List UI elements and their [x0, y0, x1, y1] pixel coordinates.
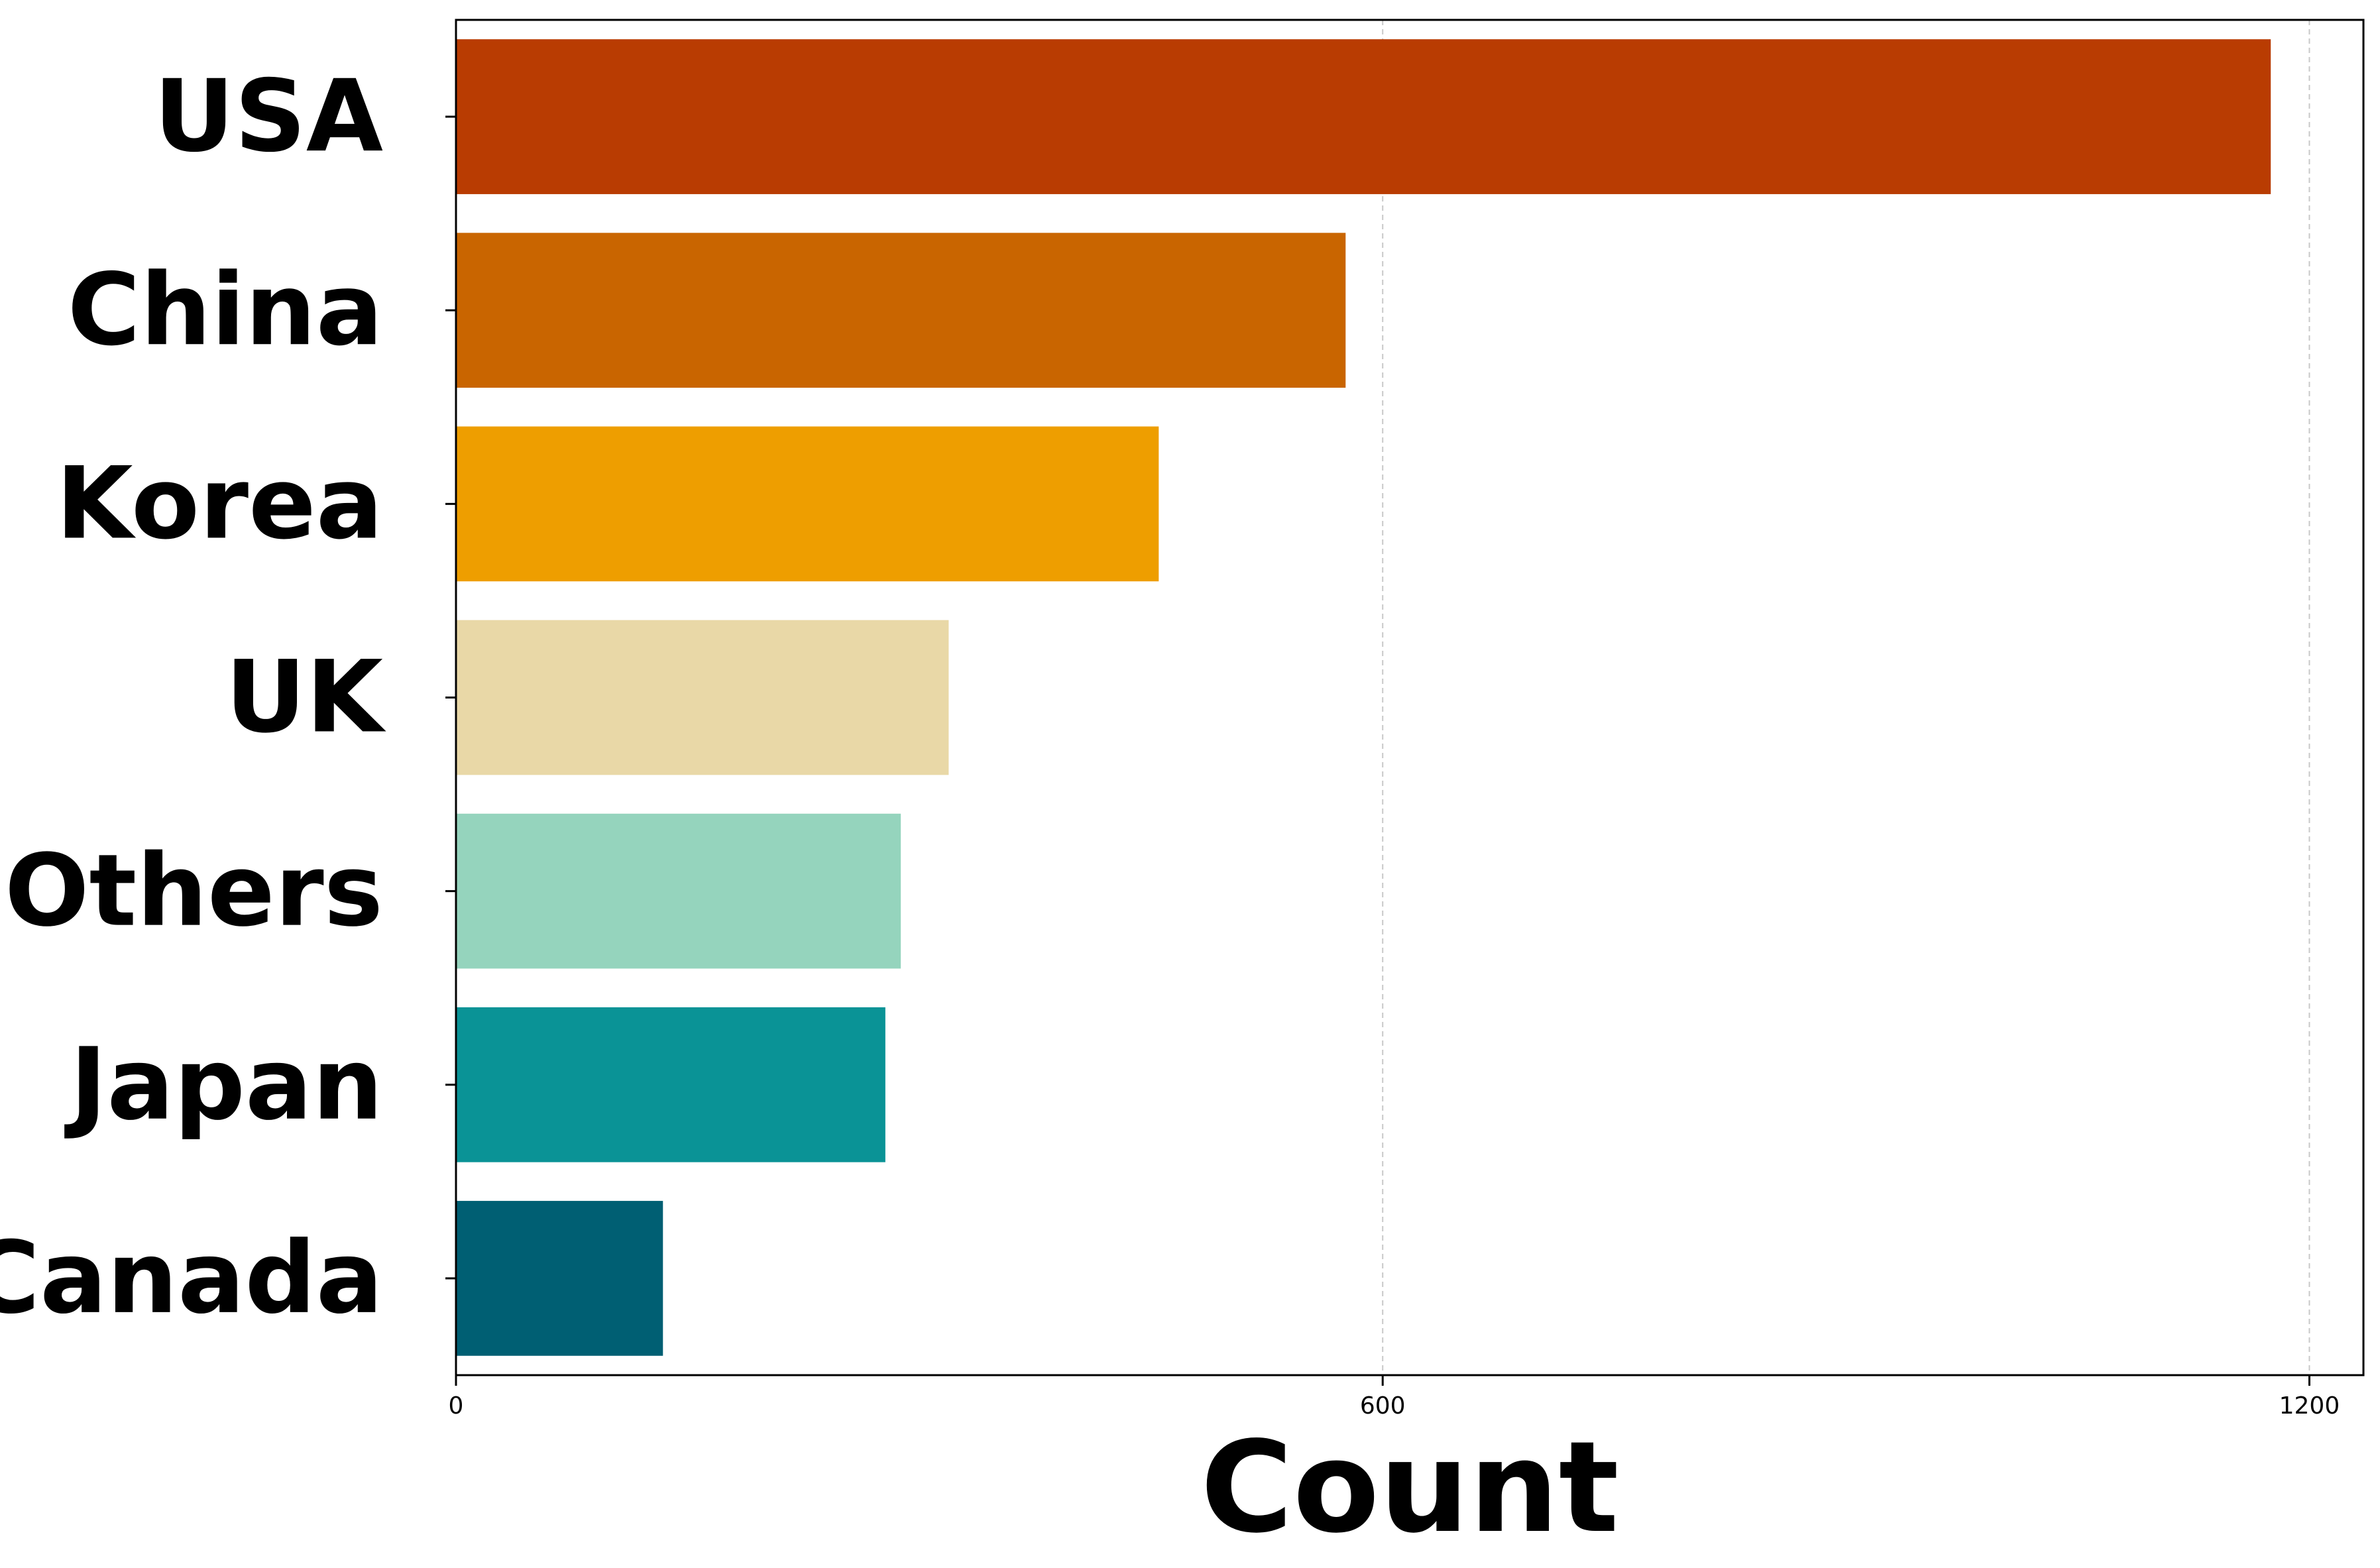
category-label-others: Others	[5, 834, 383, 949]
category-label-japan: Japan	[64, 1027, 383, 1143]
bar-usa	[456, 39, 2271, 194]
x-tick-label-2: 1200	[2279, 1392, 2340, 1420]
category-label-korea: Korea	[56, 446, 383, 561]
x-axis-ticks: 0 600 1200	[449, 1375, 2340, 1420]
bar-canada	[456, 1201, 663, 1356]
bar-uk	[456, 620, 949, 775]
category-label-uk: UK	[225, 640, 386, 756]
category-label-canada: Canada	[0, 1221, 383, 1336]
category-labels: USA China Korea UK Others Japan Canada	[0, 59, 386, 1336]
bar-others	[456, 813, 901, 969]
x-tick-label-0: 0	[449, 1392, 464, 1420]
bars	[456, 39, 2271, 1356]
category-label-china: China	[68, 252, 383, 368]
bar-japan	[456, 1007, 885, 1162]
category-label-usa: USA	[154, 59, 383, 174]
bar-korea	[456, 426, 1159, 582]
x-tick-label-1: 600	[1360, 1392, 1406, 1420]
bar-china	[456, 233, 1346, 388]
x-axis-title: Count	[1200, 1414, 1618, 1561]
y-axis-ticks	[445, 115, 456, 1280]
